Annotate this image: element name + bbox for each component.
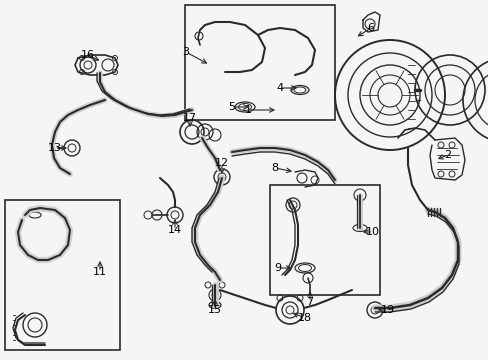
Text: 1: 1: [244, 105, 251, 115]
Text: 5: 5: [228, 102, 235, 112]
Text: 3: 3: [182, 47, 189, 57]
Bar: [5, 200, 120, 350]
Bar: [269, 185, 379, 295]
Bar: [184, 5, 334, 120]
Text: 14: 14: [167, 225, 182, 235]
Text: 6: 6: [367, 23, 374, 33]
Text: 13: 13: [48, 143, 62, 153]
Text: 8: 8: [271, 163, 278, 173]
Text: 4: 4: [276, 83, 283, 93]
Text: 17: 17: [183, 113, 197, 123]
Text: 7: 7: [306, 297, 313, 307]
Text: 18: 18: [297, 313, 311, 323]
Text: 19: 19: [380, 305, 394, 315]
Text: 12: 12: [215, 158, 228, 168]
Text: 2: 2: [444, 150, 450, 160]
Text: 9: 9: [274, 263, 281, 273]
Text: 15: 15: [207, 305, 222, 315]
Text: 11: 11: [93, 267, 107, 277]
Text: 10: 10: [365, 227, 379, 237]
Text: 16: 16: [81, 50, 95, 60]
